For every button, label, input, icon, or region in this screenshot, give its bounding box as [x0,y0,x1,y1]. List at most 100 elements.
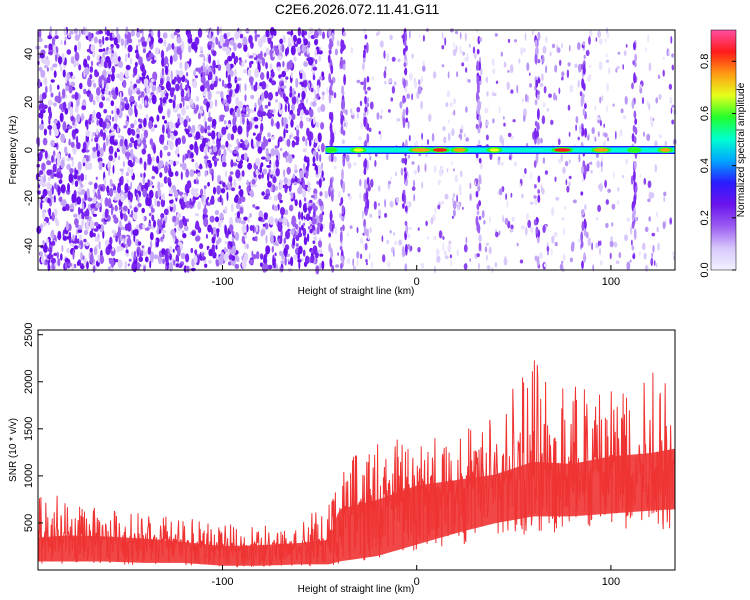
noise-speck [161,229,167,234]
noise-speck [72,249,75,260]
noise-speck [48,207,52,217]
noise-speck [418,34,421,38]
noise-speck [296,128,300,138]
noise-speck [57,56,63,65]
noise-speck [77,40,82,51]
noise-speck [246,224,249,233]
noise-speck [105,56,111,63]
noise-speck [488,216,491,223]
noise-streak-speck [366,177,370,186]
noise-speck [194,161,199,170]
noise-streak-speck [366,228,369,238]
noise-speck [43,174,46,184]
noise-speck [257,61,260,71]
noise-speck [380,115,383,119]
noise-speck [108,155,113,161]
noise-speck [298,199,302,209]
noise-speck [279,38,283,45]
noise-speck [655,263,658,268]
noise-speck [301,211,304,221]
noise-speck [295,135,300,144]
noise-speck [359,179,362,187]
noise-speck [48,51,53,55]
noise-speck [644,226,649,233]
noise-speck [312,156,316,164]
noise-speck [183,193,187,203]
noise-speck [57,186,61,196]
noise-speck [566,69,570,78]
noise-speck [285,48,288,57]
noise-streak-speck [477,128,481,134]
noise-speck [96,87,101,96]
noise-speck [305,255,310,265]
noise-speck [134,229,139,236]
noise-speck [81,105,87,111]
noise-speck [319,262,322,270]
noise-speck [143,161,147,171]
noise-speck [247,216,250,224]
noise-speck [217,64,222,71]
noise-speck [367,86,371,91]
noise-speck [214,99,218,108]
noise-speck [295,234,300,242]
noise-speck [279,199,283,204]
noise-speck [93,246,98,256]
noise-speck [73,213,78,218]
noise-streak-speck [534,39,538,47]
noise-speck [260,122,264,133]
noise-streak-speck [331,264,335,273]
noise-speck [283,237,287,244]
noise-speck [261,156,266,160]
noise-streak-speck [342,155,346,167]
noise-speck [49,83,52,93]
noise-speck [265,147,269,157]
noise-speck [213,80,218,88]
noise-speck [87,32,92,42]
noise-speck [486,265,491,270]
noise-speck [182,204,187,209]
noise-speck [547,251,549,256]
noise-speck [464,67,468,73]
noise-speck [51,198,55,203]
noise-speck [299,184,303,192]
noise-streak-speck [329,85,332,96]
noise-speck [207,125,211,131]
noise-speck [104,197,109,207]
noise-speck [479,162,483,170]
noise-speck [151,185,155,189]
noise-speck [229,70,234,77]
noise-speck [229,241,233,248]
noise-speck [291,215,296,224]
noise-speck [88,93,94,103]
noise-speck [351,113,355,120]
noise-speck [143,172,146,178]
noise-speck [186,180,192,189]
noise-speck [211,227,214,235]
noise-speck [503,116,505,120]
noise-speck [149,251,155,261]
noise-streak-speck [403,251,406,257]
noise-speck [596,160,600,169]
noise-speck [127,167,131,174]
spectrogram-x-axis-label: Height of straight line (km) [298,286,415,297]
noise-speck [447,120,450,124]
noise-speck [92,187,96,194]
noise-streak-speck [478,215,482,221]
noise-streak-speck [363,49,366,57]
noise-speck [41,182,47,188]
noise-speck [267,181,272,188]
noise-speck [271,136,276,140]
noise-speck [303,61,308,67]
noise-speck [300,109,304,116]
noise-speck [152,71,158,82]
noise-speck [305,169,309,179]
noise-streak-speck [632,254,636,259]
noise-speck [393,81,397,86]
noise-speck [648,216,651,222]
noise-speck [179,61,183,70]
noise-speck [95,244,99,248]
noise-speck [268,92,273,101]
noise-speck [369,213,373,218]
